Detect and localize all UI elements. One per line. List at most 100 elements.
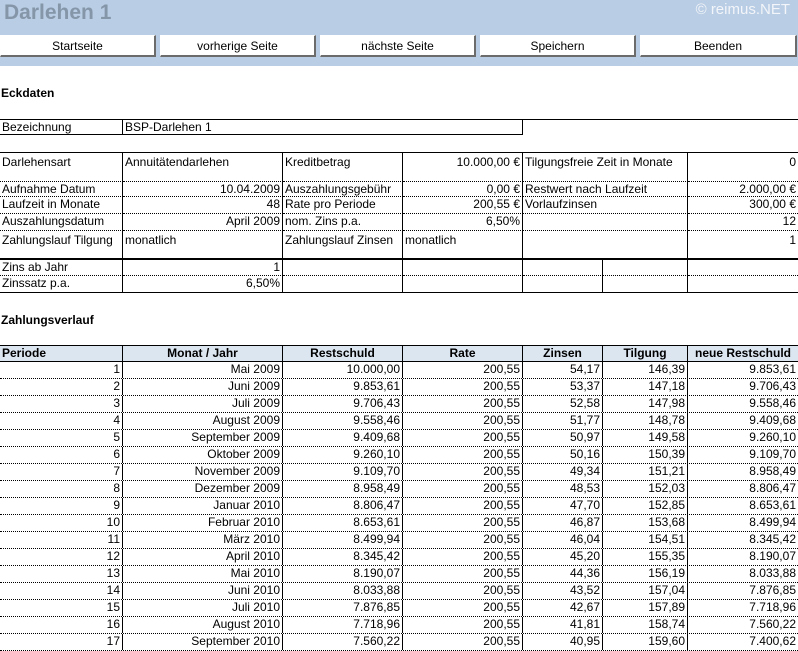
table-cell: August 2010: [123, 617, 283, 633]
table-cell: 54,17: [523, 362, 603, 378]
zl_zinsen-label: Zahlungslauf Zinsen: [283, 231, 403, 259]
table-header: Periode Monat / Jahr Restschuld Rate Zinsen T…: [0, 345, 798, 362]
previous-page-button[interactable]: vorherige Seite: [160, 35, 316, 57]
startseite-button[interactable]: Startseite: [0, 35, 156, 57]
table-cell: 151,21: [603, 464, 688, 480]
table-cell: 147,98: [603, 396, 688, 412]
table-row: 12 April 2010 8.345,42 200,55 45,20 155,35 8.1…: [0, 549, 798, 566]
table-cell: Mai 2009: [123, 362, 283, 378]
auszahlung-label: Auszahlungsdatum: [0, 214, 123, 231]
table-row: 7 November 2009 9.109,70 200,55 49,34 151,21 8…: [0, 464, 798, 481]
gebuehr-value: 0,00 €: [403, 182, 523, 197]
table-cell: 200,55: [403, 447, 523, 463]
table-row: 11 März 2010 8.499,94 200,55 46,04 154,51 8.34…: [0, 532, 798, 549]
table-row: 3 Juli 2009 9.706,43 200,55 52,58 147,98 9.558…: [0, 396, 798, 413]
vorlauf-label: Vorlaufzinsen: [523, 197, 688, 214]
next-page-button[interactable]: nächste Seite: [320, 35, 476, 57]
table-cell: 9.558,46: [749, 396, 796, 410]
table-row: 8 Dezember 2009 8.958,49 200,55 48,53 152,03 8…: [0, 481, 798, 498]
table-cell: Februar 2010: [123, 515, 283, 531]
column-header: Zinsen: [523, 346, 603, 361]
empty-cell: [523, 276, 603, 293]
exit-button[interactable]: Beenden: [640, 35, 797, 57]
zins_ab-value: 1: [123, 259, 283, 276]
table-cell: 52,58: [523, 396, 603, 412]
table-cell: 49,34: [523, 464, 603, 480]
table-cell: 200,55: [403, 634, 523, 650]
table-cell: 200,55: [403, 549, 523, 565]
table-cell: 9.109,70: [283, 464, 403, 480]
title-bar: Darlehen 1 © reimus.NET Startseite vorhe…: [0, 0, 798, 66]
table-cell: 9.706,43: [749, 379, 796, 393]
darlehensart-value: Annuitätendarlehen: [123, 152, 283, 182]
empty-cell: [403, 276, 523, 293]
column-header: Rate: [403, 346, 523, 361]
table-cell: 200,55: [403, 600, 523, 616]
table-cell: 8.958,49: [749, 464, 796, 478]
aufnahme-value: 10.04.2009: [123, 182, 283, 197]
table-cell: 147,18: [603, 379, 688, 395]
table-cell: 17: [0, 634, 123, 650]
empty-cell: [688, 276, 798, 293]
table-cell: 9.558,46: [283, 413, 403, 429]
table-cell: 159,60: [603, 634, 688, 650]
table-cell: Dezember 2009: [123, 481, 283, 497]
table-row: 17 September 2010 7.560,22 200,55 40,95 159,6…: [0, 634, 798, 651]
table-cell: September 2009: [123, 430, 283, 446]
table-cell: 157,04: [603, 583, 688, 599]
table-cell: 53,37: [523, 379, 603, 395]
table-cell: 200,55: [403, 362, 523, 378]
empty-cell: [283, 259, 403, 276]
table-cell: 9: [0, 498, 123, 514]
table-cell: 50,97: [523, 430, 603, 446]
table-cell: November 2009: [123, 464, 283, 480]
table-cell: 149,58: [603, 430, 688, 446]
empty-cell: [523, 119, 798, 152]
table-cell: 8.806,47: [749, 481, 796, 495]
kreditbetrag-value: 10.000,00 €: [403, 152, 523, 182]
bezeichnung-label: Bezeichnung: [0, 119, 123, 135]
table-cell: 9.853,61: [749, 362, 796, 376]
bezeichnung-value: BSP-Darlehen 1: [123, 119, 523, 135]
table-cell: 9.260,10: [283, 447, 403, 463]
empty-label: [523, 214, 688, 231]
table-cell: Januar 2010: [123, 498, 283, 514]
table-cell: Mai 2010: [123, 566, 283, 582]
tilgungsfrei-label: Tilgungsfreie Zeit in Monate: [523, 152, 688, 182]
column-header: Restschuld: [283, 346, 403, 361]
table-cell: 16: [0, 617, 123, 633]
table-cell: 43,52: [523, 583, 603, 599]
table-cell: 9.409,68: [749, 413, 796, 427]
extra2-value: 1: [688, 231, 798, 259]
restwert-label: Restwert nach Laufzeit: [523, 182, 688, 197]
table-cell: 9.409,68: [283, 430, 403, 446]
zl_tilgung-value: monatlich: [123, 231, 283, 259]
table-cell: 8.806,47: [283, 498, 403, 514]
save-button[interactable]: Speichern: [480, 35, 636, 57]
table-cell: 150,39: [603, 447, 688, 463]
table-cell: 10.000,00: [283, 362, 403, 378]
table-cell: 7: [0, 464, 123, 480]
table-cell: 44,36: [523, 566, 603, 582]
table-cell: Juli 2010: [123, 600, 283, 616]
table-cell: 8.653,61: [283, 515, 403, 531]
auszahlung-value: April 2009: [123, 214, 283, 231]
empty-cell: [403, 259, 523, 276]
table-cell: 7.718,96: [749, 600, 796, 614]
table-cell: Juli 2009: [123, 396, 283, 412]
table-cell: 45,20: [523, 549, 603, 565]
table-row: 13 Mai 2010 8.190,07 200,55 44,36 156,19 8.033…: [0, 566, 798, 583]
table-cell: 152,03: [603, 481, 688, 497]
restwert-value: 2.000,00 €: [688, 182, 798, 197]
table-cell: 8.190,07: [749, 549, 796, 563]
table-row: 15 Juli 2010 7.876,85 200,55 42,67 157,89 7.71…: [0, 600, 798, 617]
table-cell: 156,19: [603, 566, 688, 582]
table-cell: 200,55: [403, 396, 523, 412]
table-row: 2 Juni 2009 9.853,61 200,55 53,37 147,18 9.706…: [0, 379, 798, 396]
table-cell: 158,74: [603, 617, 688, 633]
copyright: © reimus.NET: [695, 1, 790, 18]
table-cell: 50,16: [523, 447, 603, 463]
table-cell: 8.033,88: [283, 583, 403, 599]
empty-cell: [523, 259, 603, 276]
table-cell: 15: [0, 600, 123, 616]
